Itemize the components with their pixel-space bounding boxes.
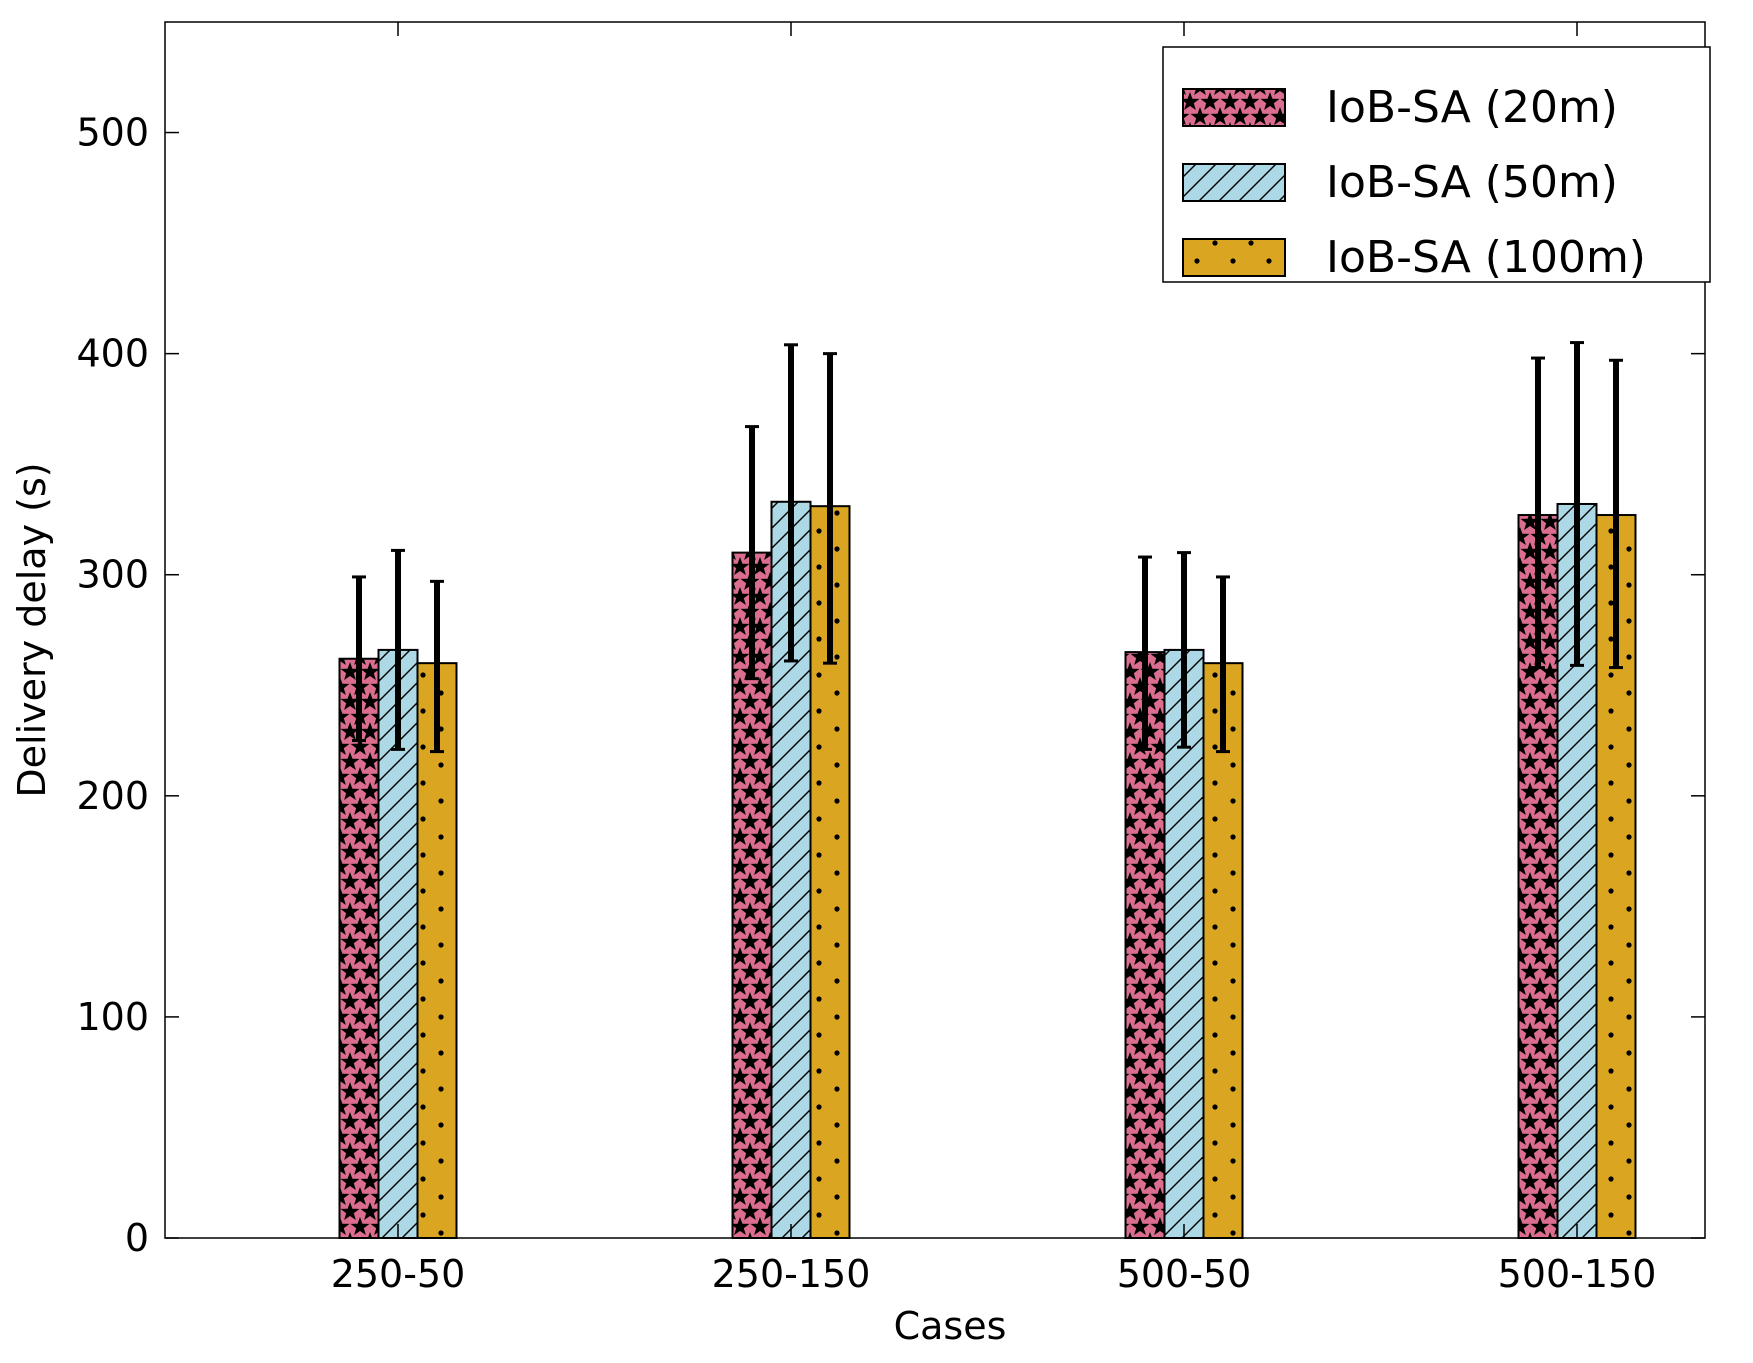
y-tick-label: 500 bbox=[76, 111, 149, 155]
legend-swatch-pattern-2 bbox=[1182, 163, 1286, 202]
legend-label-2: IoB-SA (50m) bbox=[1326, 157, 1618, 208]
bar-pattern-250-50-series-3 bbox=[416, 662, 458, 1239]
y-axis: 0 100 200 300 400 500 bbox=[76, 111, 1705, 1260]
legend: IoB-SA (20m) IoB-SA (50m) IoB-SA (100m) bbox=[1162, 46, 1711, 283]
y-tick-label: 100 bbox=[76, 995, 149, 1039]
plot-frame bbox=[164, 21, 1706, 1239]
legend-label-1: IoB-SA (20m) bbox=[1326, 82, 1618, 133]
y-tick-label: 400 bbox=[76, 332, 149, 376]
legend-label-3: IoB-SA (100m) bbox=[1326, 232, 1646, 283]
bar-pattern-250-50-series-1 bbox=[338, 657, 380, 1239]
x-axis-label: Cases bbox=[894, 1304, 1007, 1348]
legend-swatch-pattern-3 bbox=[1182, 238, 1286, 277]
legend-swatch-pattern-1 bbox=[1182, 88, 1286, 127]
y-axis-label: Delivery delay (s) bbox=[10, 462, 54, 797]
bar-pattern-500-50-series-3 bbox=[1202, 662, 1244, 1239]
y-tick-label: 300 bbox=[76, 553, 149, 597]
x-tick-label: 500-50 bbox=[1117, 1252, 1252, 1296]
y-tick-label: 200 bbox=[76, 774, 149, 818]
x-tick-label: 250-150 bbox=[712, 1252, 871, 1296]
x-tick-label: 250-50 bbox=[331, 1252, 466, 1296]
x-axis: 250-50 250-150 500-50 500-150 bbox=[331, 22, 1657, 1296]
plot-area bbox=[164, 21, 1706, 1239]
y-tick-label: 0 bbox=[125, 1216, 149, 1260]
x-tick-label: 500-150 bbox=[1498, 1252, 1657, 1296]
